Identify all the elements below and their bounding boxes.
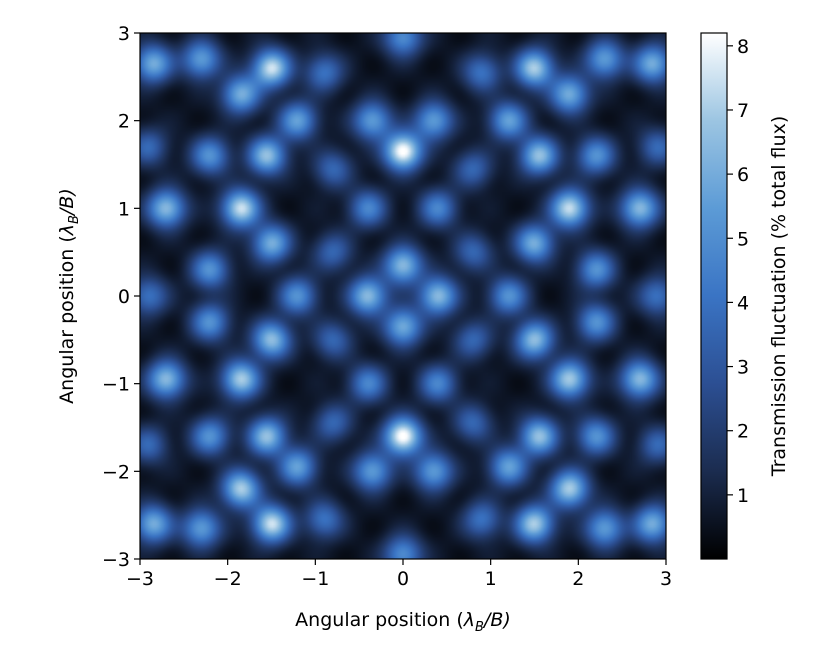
x-tick-label: 0: [397, 568, 409, 590]
y-tick-label: −2: [102, 461, 130, 483]
y-axis-title: Angular position (λB/B): [56, 188, 82, 404]
plot-area: [139, 32, 667, 560]
colorbar-label: Transmission fluctuation (% total flux): [768, 116, 790, 477]
x-tick-label: −1: [301, 568, 329, 590]
x-tick-label: 1: [485, 568, 497, 590]
colorbar-frame: [700, 32, 728, 560]
heatmap-image: [140, 33, 666, 559]
x-tick-label: −2: [214, 568, 242, 590]
colorbar-tick-label: 6: [737, 164, 749, 186]
colorbar-tick-label: 2: [737, 421, 749, 443]
colorbar-tick-label: 8: [737, 36, 749, 58]
y-tick-label: −3: [102, 549, 130, 571]
colorbar-ticks: 1 2 3 4 5 6 7 8: [727, 36, 749, 507]
colorbar-tick-label: 3: [737, 357, 749, 379]
colorbar-tick-label: 4: [737, 292, 749, 314]
x-tick-label: −3: [126, 568, 154, 590]
colorbar-fill: [701, 33, 727, 559]
x-axis-ticks: −3 −2 −1 0 1 2 3: [126, 559, 672, 590]
y-tick-label: 1: [118, 198, 130, 220]
y-tick-label: −1: [102, 374, 130, 396]
colorbar-tick-label: 1: [737, 485, 749, 507]
y-axis-ticks: −3 −2 −1 0 1 2 3: [102, 23, 140, 571]
colorbar-tick-label: 5: [737, 228, 749, 250]
x-tick-label: 2: [572, 568, 584, 590]
colorbar: 1 2 3 4 5 6 7 8 Transmission fluctuation (% tot…: [700, 32, 790, 560]
x-tick-label: 3: [660, 568, 672, 590]
y-tick-label: 0: [118, 286, 130, 308]
colorbar-tick-label: 7: [737, 100, 749, 122]
y-tick-label: 3: [118, 23, 130, 45]
y-tick-label: 2: [118, 111, 130, 133]
x-axis-title: Angular position (λB/B): [295, 609, 511, 635]
